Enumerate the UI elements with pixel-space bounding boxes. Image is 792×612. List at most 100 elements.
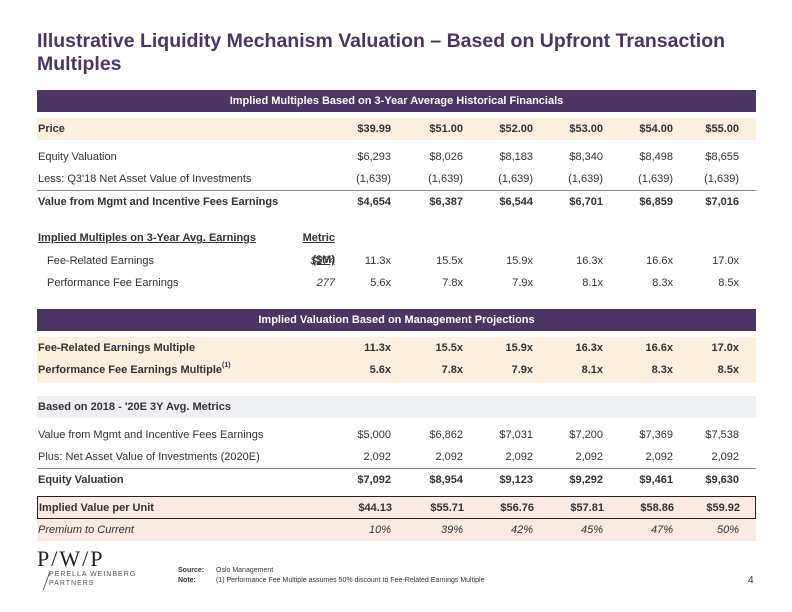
basis-row: Based on 2018 - '20E 3Y Avg. Metrics: [37, 396, 756, 418]
row-label: Value from Mgmt and Incentive Fees Earni…: [38, 196, 279, 208]
cell: $7,369: [639, 429, 673, 441]
cell: 50%: [716, 524, 739, 536]
cell: 45%: [580, 524, 603, 536]
row-label: Premium to Current: [38, 524, 134, 536]
cell: $6,387: [429, 196, 463, 208]
page-title: Illustrative Liquidity Mechanism Valuati…: [37, 30, 726, 75]
cell: 8.3x: [651, 364, 673, 376]
cell: $8,498: [639, 151, 673, 163]
cell: 5.6x: [369, 364, 391, 376]
cell: 2,092: [645, 451, 673, 463]
cell: 39%: [440, 524, 463, 536]
cell: $39.99: [357, 123, 391, 135]
cell: 2,092: [711, 451, 739, 463]
cell: 7.9x: [512, 277, 533, 289]
cell: 47%: [650, 524, 673, 536]
price-row: Price $39.99 $51.00 $52.00 $53.00 $54.00…: [37, 118, 756, 140]
fre-multiple-row: Fee-Related Earnings $274 11.3x 15.5x 15…: [37, 250, 756, 272]
row-label: Fee-Related Earnings: [47, 255, 155, 267]
cell: $6,544: [499, 196, 533, 208]
cell: $7,092: [357, 474, 391, 486]
company-logo: P/W/P PERELLA WEINBERG PARTNERS: [33, 546, 147, 592]
multiples-header-row: Implied Multiples on 3-Year Avg. Earning…: [37, 227, 756, 266]
cell: $6,701: [569, 196, 603, 208]
equity-valuation-row: Equity Valuation $6,293 $8,026 $8,183 $8…: [37, 146, 756, 168]
section-2-header: Implied Valuation Based on Management Pr…: [37, 309, 756, 331]
metric-header: Metric ($M): [302, 232, 335, 266]
cell: $51.00: [429, 123, 463, 135]
cell: $52.00: [499, 123, 533, 135]
row-label: Value from Mgmt and Incentive Fees Earni…: [38, 429, 264, 441]
cell: 16.6x: [645, 342, 673, 354]
cell: 17.0x: [711, 342, 739, 354]
cell: $55.71: [430, 502, 464, 514]
cell: 2,092: [575, 451, 603, 463]
row-label: Performance Fee Earnings: [47, 277, 179, 289]
row-label: Plus: Net Asset Value of Investments (20…: [38, 451, 260, 463]
cell: 2,092: [505, 451, 533, 463]
cell: (1,639): [428, 173, 463, 185]
premium-row: Premium to Current 10% 39% 42% 45% 47% 5…: [37, 519, 756, 541]
page-number: 4: [748, 575, 754, 586]
cell: 16.3x: [575, 342, 603, 354]
cell: 8.1x: [581, 364, 603, 376]
cell: 16.3x: [576, 255, 603, 267]
cell: $8,183: [499, 151, 533, 163]
cell: (1,639): [356, 173, 391, 185]
cell: $9,630: [705, 474, 739, 486]
cell: $7,016: [705, 196, 739, 208]
fees-value-row: Value from Mgmt and Incentive Fees Earni…: [37, 190, 756, 212]
cell: (1,639): [704, 173, 739, 185]
nav-row-2: Plus: Net Asset Value of Investments (20…: [37, 446, 756, 468]
row-label: Fee-Related Earnings Multiple: [38, 342, 196, 354]
cell: $8,340: [569, 151, 603, 163]
section-1-header: Implied Multiples Based on 3-Year Averag…: [37, 90, 756, 112]
cell: 5.6x: [370, 277, 391, 289]
cell: $4,654: [357, 196, 391, 208]
cell: 2,092: [435, 451, 463, 463]
logo-line-2: PARTNERS: [49, 580, 95, 587]
pfe-multiple-row: Performance Fee Earnings 277 5.6x 7.8x 7…: [37, 272, 756, 294]
fre-mult-row: Fee-Related Earnings Multiple 11.3x 15.5…: [37, 337, 756, 359]
cell: 15.9x: [506, 255, 533, 267]
footnote-marker: (1): [222, 362, 231, 369]
cell: 8.1x: [582, 277, 603, 289]
cell: $5,000: [357, 429, 391, 441]
cell: $7,031: [499, 429, 533, 441]
cell: 10%: [368, 524, 391, 536]
cell: $6,859: [639, 196, 673, 208]
row-label: Implied Multiples on 3-Year Avg. Earning…: [38, 232, 257, 244]
cell: $44.13: [358, 502, 392, 514]
equity-valuation-row-2: Equity Valuation $7,092 $8,954 $9,123 $9…: [37, 468, 756, 490]
cell: $53.00: [569, 123, 603, 135]
cell: 2,092: [363, 451, 391, 463]
row-label: Equity Valuation: [38, 474, 124, 486]
logo-line-1: PERELLA WEINBERG: [49, 571, 137, 578]
row-label: Equity Valuation: [38, 151, 117, 163]
cell: 11.3x: [364, 342, 391, 354]
source-text: Oslo Management: [216, 567, 274, 574]
cell: 11.3x: [364, 255, 391, 267]
cell: $6,293: [357, 151, 391, 163]
note-key: Note:: [178, 577, 196, 584]
footnotes: Source: Oslo Management Note: (1) Performa…: [178, 566, 484, 586]
cell: 15.5x: [435, 342, 463, 354]
row-label: Less: Q3'18 Net Asset Value of Investmen…: [38, 173, 252, 185]
implied-value-per-unit-row: Implied Value per Unit $44.13 $55.71 $56…: [37, 496, 756, 519]
row-label: Price: [38, 123, 65, 135]
cell: 7.8x: [441, 364, 463, 376]
cell: $58.86: [640, 502, 674, 514]
logo-mark: P/W/P: [37, 546, 105, 571]
cell: $54.00: [639, 123, 673, 135]
fees-value-row-2: Value from Mgmt and Incentive Fees Earni…: [37, 424, 756, 446]
cell: $9,292: [569, 474, 603, 486]
row-label: Performance Fee Earnings Multiple(1): [38, 359, 231, 381]
cell: $8,026: [429, 151, 463, 163]
cell: 7.9x: [511, 364, 533, 376]
cell: $6,862: [429, 429, 463, 441]
cell: $7,538: [705, 429, 739, 441]
cell: $59.92: [706, 502, 740, 514]
cell: 8.3x: [652, 277, 673, 289]
cell: 15.5x: [436, 255, 463, 267]
nav-row: Less: Q3'18 Net Asset Value of Investmen…: [37, 168, 756, 190]
